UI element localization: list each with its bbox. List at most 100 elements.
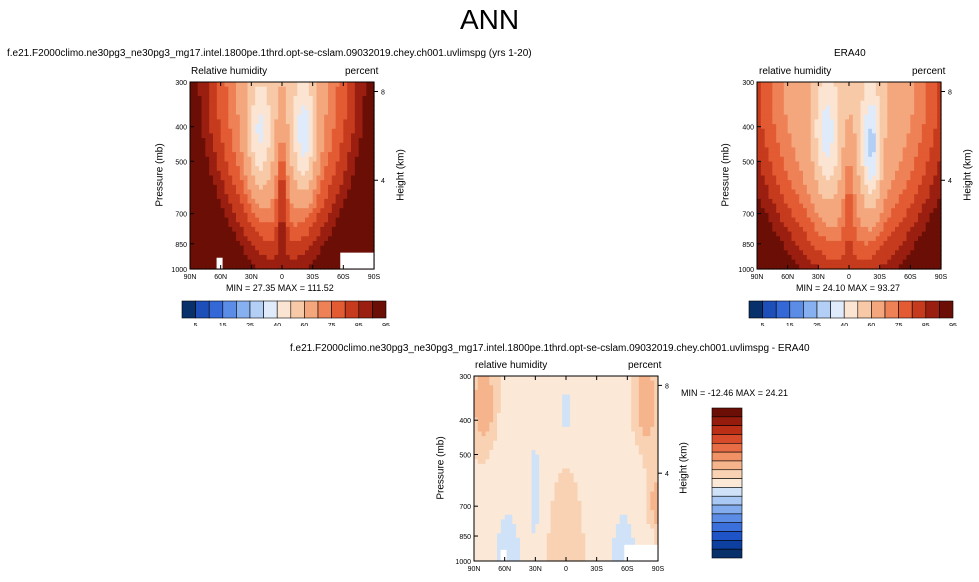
- field-cell: [301, 180, 306, 186]
- colorbar-label: 60: [868, 323, 876, 326]
- field-cell: [285, 91, 291, 97]
- field-cell: [558, 389, 563, 396]
- field-cell: [875, 236, 881, 242]
- field-cell: [270, 133, 275, 139]
- field-cell: [872, 124, 877, 130]
- field-cell: [562, 394, 567, 400]
- field-cell: [282, 226, 287, 233]
- field-cell: [814, 105, 819, 111]
- field-cell: [232, 100, 237, 106]
- field-cell: [933, 250, 938, 256]
- field-cell: [308, 240, 314, 247]
- field-cell: [879, 180, 885, 186]
- field-cell: [929, 166, 934, 172]
- field-cell: [845, 166, 850, 172]
- field-cell: [255, 105, 260, 111]
- field-cell: [822, 231, 827, 237]
- field-cell: [906, 194, 911, 200]
- field-cell: [933, 175, 938, 181]
- panel-2-units-label: percent: [912, 66, 946, 77]
- field-cell: [757, 203, 762, 209]
- field-cell: [619, 436, 625, 442]
- field-cell: [274, 245, 279, 251]
- field-cell: [619, 413, 625, 419]
- field-cell: [197, 124, 203, 130]
- field-cell: [282, 189, 287, 195]
- field-cell: [783, 222, 789, 228]
- field-cell: [608, 440, 613, 446]
- field-cell: [343, 133, 348, 139]
- field-cell: [937, 259, 942, 265]
- field-cell: [351, 147, 356, 153]
- field-cell: [918, 91, 923, 97]
- field-cell: [274, 259, 279, 265]
- field-cell: [347, 217, 352, 223]
- field-cell: [921, 222, 927, 228]
- field-cell: [259, 180, 264, 186]
- field-cell: [546, 413, 552, 419]
- field-cell: [193, 259, 199, 265]
- field-cell: [875, 170, 881, 177]
- field-cell: [608, 422, 613, 428]
- field-cell: [228, 198, 233, 205]
- field-cell: [308, 161, 314, 167]
- field-cell: [937, 110, 942, 116]
- field-cell: [638, 440, 644, 446]
- field-cell: [822, 240, 827, 247]
- field-cell: [841, 96, 846, 102]
- field-cell: [757, 198, 762, 205]
- field-cell: [259, 198, 264, 205]
- field-cell: [600, 408, 605, 414]
- field-cell: [826, 147, 831, 153]
- field-cell: [351, 198, 356, 205]
- field-cell: [787, 147, 793, 153]
- field-cell: [929, 147, 934, 153]
- field-cell: [220, 161, 226, 167]
- field-cell: [814, 231, 819, 237]
- field-cell: [852, 166, 858, 172]
- field-cell: [308, 82, 314, 88]
- field-cell: [860, 208, 865, 214]
- field-cell: [282, 110, 287, 116]
- field-cell: [646, 413, 651, 419]
- field-cell: [910, 161, 915, 167]
- field-cell: [224, 198, 229, 205]
- field-cell: [301, 105, 306, 111]
- field-cell: [856, 166, 862, 172]
- field-cell: [841, 217, 846, 223]
- field-cell: [232, 119, 237, 125]
- field-cell: [343, 217, 348, 223]
- field-cell: [343, 105, 348, 111]
- field-cell: [236, 180, 241, 186]
- field-cell: [925, 100, 931, 106]
- field-cell: [933, 96, 938, 102]
- field-cell: [895, 142, 900, 149]
- field-cell: [243, 250, 249, 256]
- field-cell: [937, 138, 942, 144]
- field-cell: [554, 403, 559, 409]
- field-cell: [772, 203, 777, 209]
- field-cell: [910, 250, 915, 256]
- y-tick-label: 850: [742, 242, 754, 249]
- field-cell: [209, 105, 214, 111]
- field-cell: [764, 138, 770, 144]
- field-cell: [845, 236, 850, 242]
- field-cell: [608, 454, 613, 460]
- field-cell: [224, 250, 229, 256]
- field-cell: [331, 128, 337, 135]
- field-cell: [297, 105, 302, 111]
- field-cell: [829, 91, 835, 97]
- field-cell: [829, 212, 835, 219]
- field-cell: [803, 91, 808, 97]
- field-cell: [331, 100, 337, 106]
- field-cell: [316, 175, 321, 181]
- field-cell: [799, 86, 804, 92]
- field-cell: [262, 105, 268, 111]
- field-cell: [780, 138, 785, 144]
- field-cell: [814, 189, 819, 195]
- field-cell: [585, 380, 590, 386]
- field-cell: [929, 264, 934, 270]
- field-cell: [270, 96, 275, 102]
- field-cell: [324, 245, 329, 251]
- field-cell: [497, 380, 502, 386]
